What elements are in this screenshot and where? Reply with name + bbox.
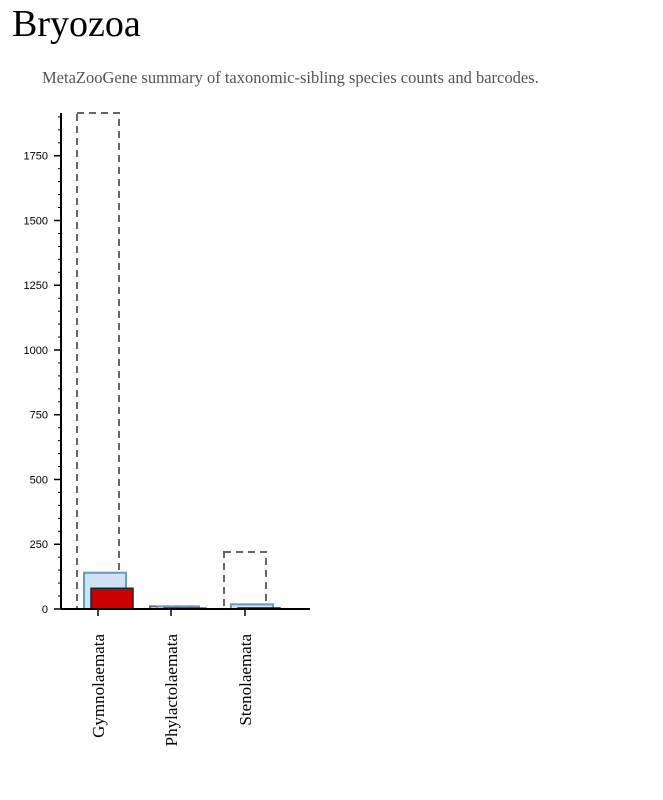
bar-dashed-stenolaemata (223, 551, 267, 610)
y-tick-label: 1500 (24, 215, 48, 227)
bar-group-gymnolaemata (76, 112, 134, 610)
x-tick-label-gymnolaemata: Gymnolaemata (89, 634, 108, 738)
x-tick-label-stenolaemata: Stenolaemata (236, 634, 255, 726)
y-tick-label: 1250 (24, 280, 48, 292)
y-tick-label: 750 (30, 410, 48, 422)
x-tick-label-phylactolaemata: Phylactolaemata (162, 634, 181, 747)
y-tick-label: 1750 (24, 151, 48, 163)
y-tick-label: 250 (30, 539, 48, 551)
bar-red-gymnolaemata (90, 587, 134, 610)
y-tick-label: 1000 (24, 345, 48, 357)
page-subtitle: MetaZooGene summary of taxonomic-sibling… (42, 68, 539, 87)
y-tick-label: 0 (42, 604, 48, 616)
bar-group-stenolaemata (223, 551, 281, 610)
bar-dashed-gymnolaemata (76, 112, 120, 610)
page-title: Bryozoa (12, 3, 141, 45)
y-tick-label: 500 (30, 474, 48, 486)
